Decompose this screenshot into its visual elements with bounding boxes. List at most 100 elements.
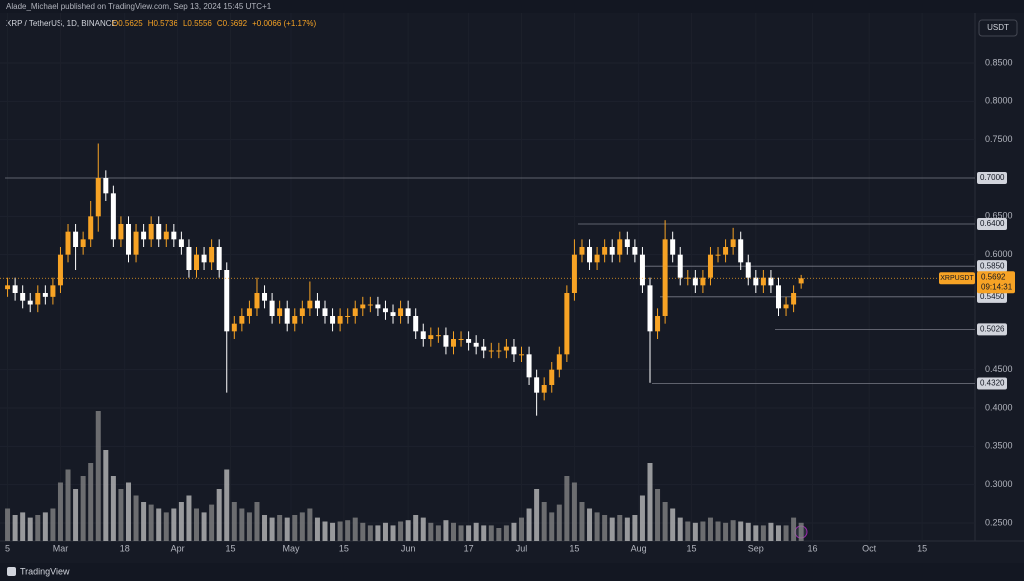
candle-body <box>632 247 638 255</box>
candle-body <box>458 339 464 341</box>
level-label: 0.5026 <box>980 324 1005 333</box>
candle-body <box>103 178 109 194</box>
volume-bar <box>171 508 177 541</box>
volume-bar <box>602 515 608 541</box>
level-label: 0.6400 <box>980 219 1005 228</box>
candle-body <box>783 304 789 309</box>
x-tick-label: 16 <box>807 543 817 553</box>
candle-body <box>57 254 63 286</box>
volume-bar <box>65 469 71 541</box>
volume-bar <box>443 520 449 541</box>
candle-body <box>730 239 736 248</box>
volume-bar <box>526 508 532 541</box>
candle-body <box>50 285 56 297</box>
candle-body <box>587 247 593 263</box>
volume-bar <box>466 525 472 541</box>
candle-body <box>624 239 630 248</box>
volume-bar <box>798 522 804 541</box>
volume-bar <box>564 476 570 541</box>
x-tick-label: 15 <box>917 543 927 553</box>
level-tag <box>977 218 1007 231</box>
candle-body <box>564 293 570 355</box>
volume-bar <box>141 502 147 541</box>
candle-body <box>231 323 237 332</box>
volume-bar <box>579 502 585 541</box>
x-tick-label: Jun <box>401 543 416 553</box>
candle-body <box>118 224 124 240</box>
candle-body <box>42 293 48 297</box>
volume-bar <box>299 512 305 541</box>
volume-bar <box>337 521 343 541</box>
candle-body <box>534 377 540 393</box>
currency-box[interactable] <box>978 19 1018 37</box>
candle-body <box>511 346 517 355</box>
candle-body <box>692 277 698 286</box>
y-tick-label: 0.4500 <box>985 364 1013 374</box>
volume-bar <box>314 517 320 541</box>
volume-bar <box>700 521 706 541</box>
candle-body <box>292 316 298 324</box>
x-tick-label: Mar <box>53 543 69 553</box>
y-tick-label: 0.8500 <box>985 57 1013 67</box>
candle-body <box>269 300 275 317</box>
candle-body <box>330 316 336 324</box>
candle-body <box>186 247 192 271</box>
volume-bar <box>246 512 252 541</box>
volume-bar <box>42 512 48 541</box>
volume-bar <box>254 502 260 541</box>
volume-bar <box>390 525 396 541</box>
candle-body <box>73 231 79 248</box>
volume-bar <box>186 495 192 541</box>
volume-bar <box>322 521 328 541</box>
volume-bar <box>534 489 540 541</box>
candle-body <box>360 304 366 309</box>
volume-bar <box>307 508 313 541</box>
level-tag <box>977 172 1007 185</box>
candle-body <box>262 293 268 301</box>
volume-bar <box>617 515 623 541</box>
x-tick-label: 18 <box>120 543 130 553</box>
volume-bar <box>209 504 215 541</box>
candle-body <box>133 231 139 255</box>
candle-body <box>156 224 162 240</box>
candle-body <box>110 193 116 240</box>
footer-logo <box>7 567 16 576</box>
volume-bar <box>587 508 593 541</box>
candle-body <box>95 178 101 217</box>
volume-bar <box>707 517 713 541</box>
candle-body <box>647 285 653 332</box>
candle-body <box>579 247 585 255</box>
candle-body <box>655 316 661 332</box>
volume-bar <box>360 522 366 541</box>
candle-body <box>519 354 525 356</box>
candle-body <box>760 277 766 286</box>
candle-body <box>12 285 18 294</box>
currency-label[interactable]: USDT <box>987 23 1009 32</box>
y-tick-label: 0.8000 <box>985 96 1013 106</box>
volume-bar <box>655 489 661 541</box>
volume-bar <box>670 508 676 541</box>
candle-body <box>420 331 426 340</box>
volume-bar <box>5 508 11 541</box>
candle-body <box>481 346 487 351</box>
x-tick-label: Apr <box>171 543 185 553</box>
candle-body <box>609 247 615 255</box>
volume-bar <box>473 522 479 541</box>
volume-bar <box>730 520 736 541</box>
volume-bar <box>753 525 759 541</box>
volume-bar <box>57 482 63 541</box>
candle-body <box>5 285 11 290</box>
volume-bar <box>420 517 426 541</box>
volume-bar <box>571 482 577 541</box>
candle-body <box>178 239 184 248</box>
x-tick-label: Oct <box>862 543 877 553</box>
candle-body <box>775 285 781 309</box>
candle-body <box>209 247 215 263</box>
candle-body <box>367 304 373 306</box>
volume-bar <box>330 522 336 541</box>
volume-bar <box>277 515 283 541</box>
candle-body <box>194 254 200 271</box>
volume-bar <box>723 522 729 541</box>
volume-bar <box>80 476 86 541</box>
